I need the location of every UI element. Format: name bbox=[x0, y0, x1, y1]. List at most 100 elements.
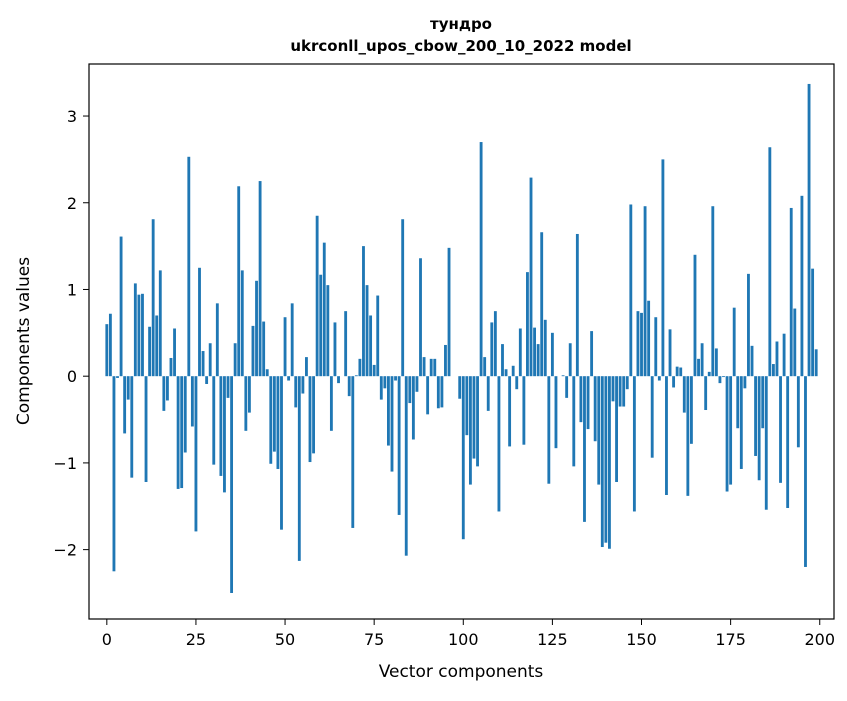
bar-151 bbox=[644, 206, 647, 376]
bar-106 bbox=[483, 357, 486, 376]
bar-194 bbox=[797, 376, 800, 447]
bar-108 bbox=[490, 322, 493, 376]
bar-45 bbox=[266, 369, 269, 376]
bar-74 bbox=[369, 315, 372, 376]
bar-198 bbox=[811, 269, 814, 377]
bar-10 bbox=[141, 294, 144, 376]
bar-15 bbox=[159, 270, 162, 376]
bar-22 bbox=[184, 376, 187, 452]
bar-69 bbox=[351, 376, 354, 528]
bar-83 bbox=[401, 219, 404, 376]
bars-group bbox=[105, 84, 817, 593]
x-tick-label: 100 bbox=[448, 630, 479, 649]
bar-65 bbox=[337, 376, 340, 383]
bar-157 bbox=[665, 376, 668, 495]
bar-104 bbox=[476, 376, 479, 466]
bar-115 bbox=[515, 376, 518, 389]
bar-114 bbox=[512, 366, 515, 376]
bar-49 bbox=[280, 376, 283, 529]
bar-90 bbox=[426, 376, 429, 414]
bar-122 bbox=[540, 232, 543, 376]
bar-131 bbox=[572, 376, 575, 466]
bar-89 bbox=[423, 357, 426, 376]
x-tick-label: 75 bbox=[364, 630, 384, 649]
bar-18 bbox=[170, 358, 173, 376]
bar-54 bbox=[298, 376, 301, 561]
bar-185 bbox=[765, 376, 768, 510]
bar-60 bbox=[319, 275, 322, 376]
bar-56 bbox=[305, 357, 308, 376]
bar-52 bbox=[291, 303, 294, 376]
bar-19 bbox=[173, 328, 176, 376]
bar-181 bbox=[751, 346, 754, 376]
bar-6 bbox=[127, 376, 130, 399]
bar-81 bbox=[394, 376, 397, 380]
bar-82 bbox=[398, 376, 401, 515]
bar-8 bbox=[134, 283, 137, 376]
y-tick-label: −1 bbox=[53, 454, 77, 473]
chart-subtitle: ukrconll_upos_cbow_200_10_2022 model bbox=[290, 37, 631, 55]
bar-148 bbox=[633, 376, 636, 511]
bar-64 bbox=[334, 322, 337, 376]
bar-43 bbox=[259, 181, 262, 376]
bar-23 bbox=[187, 157, 190, 376]
bar-93 bbox=[437, 376, 440, 408]
bar-183 bbox=[758, 376, 761, 480]
bar-147 bbox=[629, 204, 632, 376]
x-tick-label: 200 bbox=[804, 630, 835, 649]
bar-161 bbox=[679, 368, 682, 377]
bar-186 bbox=[768, 147, 771, 376]
bar-79 bbox=[387, 376, 390, 445]
bar-94 bbox=[440, 376, 443, 407]
bar-163 bbox=[686, 376, 689, 496]
chart-title: тундро bbox=[430, 15, 492, 33]
y-tick-label: 3 bbox=[67, 107, 77, 126]
bar-103 bbox=[473, 376, 476, 458]
bar-57 bbox=[309, 376, 312, 462]
bar-61 bbox=[323, 243, 326, 377]
bar-76 bbox=[376, 296, 379, 377]
bar-175 bbox=[729, 376, 732, 484]
bar-146 bbox=[626, 376, 629, 389]
bar-140 bbox=[604, 376, 607, 543]
bar-34 bbox=[227, 376, 230, 398]
x-axis-label: Vector components bbox=[379, 662, 544, 682]
bar-85 bbox=[408, 376, 411, 403]
bar-128 bbox=[562, 375, 565, 376]
bar-149 bbox=[637, 311, 640, 376]
bar-178 bbox=[740, 376, 743, 469]
bar-29 bbox=[209, 343, 212, 376]
bar-30 bbox=[212, 376, 215, 464]
bar-46 bbox=[269, 376, 272, 464]
bar-188 bbox=[776, 342, 779, 377]
bar-173 bbox=[722, 376, 725, 377]
bar-132 bbox=[576, 234, 579, 376]
bar-156 bbox=[661, 159, 664, 376]
bar-38 bbox=[241, 270, 244, 376]
bar-172 bbox=[719, 376, 722, 383]
bar-12 bbox=[148, 327, 151, 376]
bar-92 bbox=[433, 359, 436, 376]
bar-39 bbox=[244, 376, 247, 431]
bar-87 bbox=[416, 376, 419, 392]
bar-32 bbox=[219, 376, 222, 476]
bar-162 bbox=[683, 376, 686, 412]
bar-135 bbox=[587, 376, 590, 429]
bar-126 bbox=[555, 376, 558, 448]
bar-26 bbox=[198, 268, 201, 376]
bar-72 bbox=[362, 246, 365, 376]
bar-169 bbox=[708, 372, 711, 376]
bar-170 bbox=[711, 206, 714, 376]
bar-171 bbox=[715, 348, 718, 376]
bar-27 bbox=[202, 351, 205, 376]
bar-150 bbox=[640, 313, 643, 376]
bar-42 bbox=[255, 281, 258, 376]
bar-95 bbox=[444, 345, 447, 376]
bar-44 bbox=[262, 322, 265, 377]
y-tick-label: 0 bbox=[67, 367, 77, 386]
bar-70 bbox=[355, 375, 358, 376]
bar-125 bbox=[551, 333, 554, 376]
bar-50 bbox=[284, 317, 287, 376]
